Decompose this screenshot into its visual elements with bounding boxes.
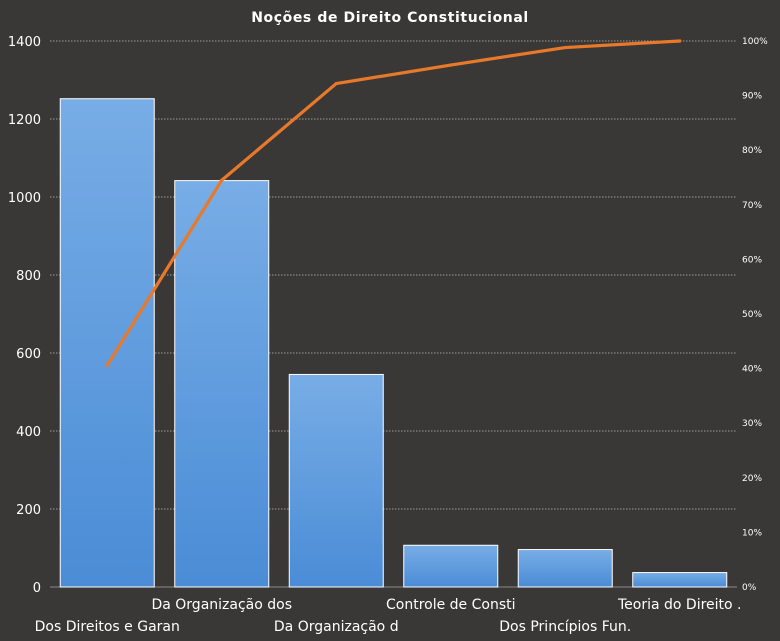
y2-tick-label-2: 20% <box>742 474 762 484</box>
y-tick-label-0: 0 <box>33 581 41 596</box>
bar-3 <box>403 544 499 588</box>
y2-tick-label-6: 60% <box>742 255 762 265</box>
cumulative-point-2 <box>334 81 338 86</box>
y2-tick-label-1: 10% <box>742 528 762 538</box>
x-axis-ticks: Dos Direitos e Garan Da Organização dos Da… <box>35 597 742 635</box>
cumulative-line-series <box>105 39 682 367</box>
x-tick-label-4: Dos Princípios Fun. <box>499 619 631 635</box>
y2-tick-label-7: 70% <box>742 201 762 211</box>
y-tick-label-1: 200 <box>16 503 41 518</box>
bar-1 <box>174 180 270 588</box>
y2-tick-label-3: 30% <box>742 419 762 429</box>
y2-tick-label-5: 50% <box>742 310 762 320</box>
y2-tick-label-0: 0% <box>742 583 757 593</box>
y-tick-label-4: 800 <box>16 269 41 284</box>
bar-2 <box>288 373 384 588</box>
x-tick-label-2: Da Organização d <box>274 619 399 635</box>
y2-tick-label-8: 80% <box>742 146 762 156</box>
x-tick-label-1: Da Organização dos <box>151 597 292 613</box>
cumulative-point-4 <box>563 45 567 50</box>
y2-tick-label-4: 40% <box>742 365 762 375</box>
cumulative-point-1 <box>220 178 224 182</box>
y-tick-label-3: 600 <box>16 347 41 362</box>
y-tick-label-6: 1200 <box>8 113 41 128</box>
y-tick-label-5: 1000 <box>8 191 41 206</box>
y2-tick-label-10: 100% <box>742 37 768 47</box>
bar-4 <box>517 549 613 588</box>
cumulative-point-5 <box>678 39 682 43</box>
chart-title: Noções de Direito Constitucional <box>251 10 529 26</box>
bar-5 <box>632 572 728 588</box>
bar-0 <box>59 98 155 588</box>
y2-tick-label-9: 90% <box>742 92 762 102</box>
bar-series <box>59 98 728 588</box>
x-tick-label-5: Teoria do Direito . <box>617 597 742 613</box>
secondary-y-axis-ticks: 0% 10% 20% 30% 40% 50% 60% 70% 80% 90% 100% <box>742 37 768 593</box>
cumulative-point-3 <box>449 63 453 67</box>
y-tick-label-2: 400 <box>16 425 41 440</box>
cumulative-line <box>105 39 682 367</box>
cumulative-point-0 <box>105 363 109 367</box>
x-tick-label-0: Dos Direitos e Garan <box>35 619 180 635</box>
y-axis-ticks: 0 200 400 600 800 1000 1200 1400 <box>8 35 41 596</box>
x-tick-label-3: Controle de Consti <box>386 597 516 613</box>
y-tick-label-7: 1400 <box>8 35 41 50</box>
